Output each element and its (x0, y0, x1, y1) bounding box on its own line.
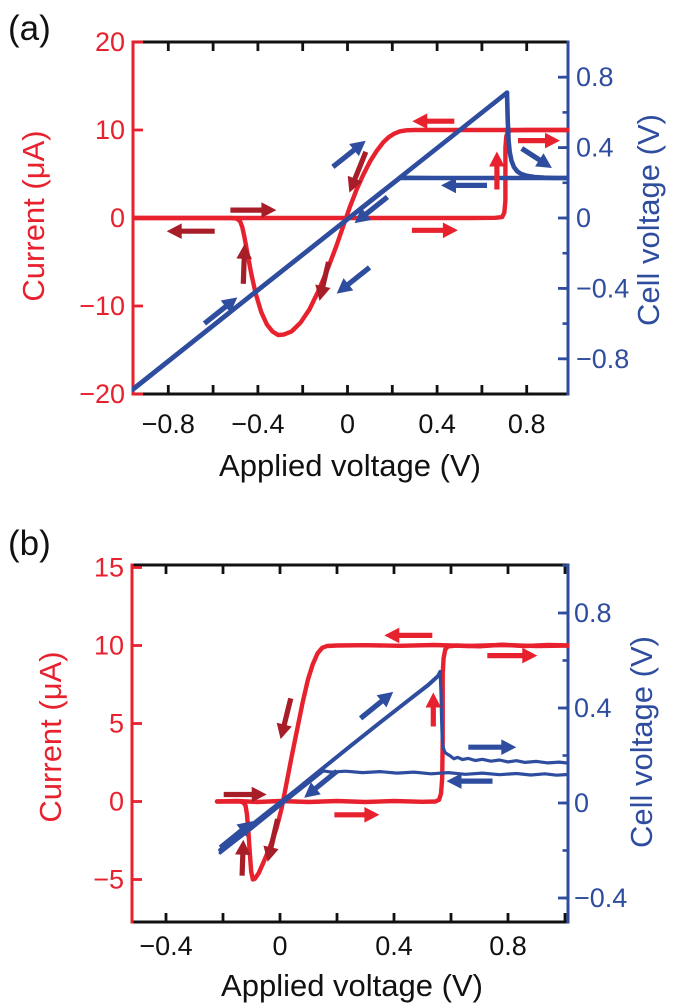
panel-a-sweep-arrow (336, 265, 372, 294)
panel-a-sweep-arrow (518, 132, 560, 149)
panel-a-right-tick-label: 0 (576, 203, 591, 233)
panel-a-xtick-label: −0.4 (231, 409, 284, 439)
panel-a-xtick-label: −0.8 (142, 409, 195, 439)
panel-b-sweep-arrow (218, 821, 254, 850)
panel-b-sweep-arrow (276, 697, 294, 740)
panel-b-sweep-arrow (358, 691, 394, 721)
panel-b-xtick-label: 0 (272, 931, 287, 961)
panel-a-sweep-arrow (166, 223, 215, 239)
panel-a-sweep-arrow (202, 297, 238, 326)
panel-a-sweep-arrow (331, 140, 366, 169)
panel-a-sweep-arrow (354, 194, 390, 224)
panel-a-xtick-label: 0 (340, 409, 355, 439)
panel-b-left-tick-label: 0 (109, 787, 124, 817)
panel-b-right-tick-label: 0 (574, 788, 589, 818)
panel-b-sweep-arrow (487, 647, 538, 664)
panel-b-tag: (b) (8, 524, 51, 563)
panel-b-current-curve (214, 642, 569, 805)
panel-b-xtick-label: −0.4 (139, 931, 192, 961)
panel-a-right-tick-label: −0.4 (576, 273, 629, 303)
panel-b-xtick-label: 0.4 (375, 931, 413, 961)
panel-b-xlabel: Applied voltage (V) (221, 968, 483, 1003)
panel-b-ylabel-right: Cell voltage (V) (624, 636, 659, 848)
panel-b-sweep-arrow (425, 692, 442, 727)
panel-b-cell-voltage-up-curve (218, 669, 443, 852)
panel-a-right-tick-label: −0.8 (576, 344, 629, 374)
panel-a-ylabel-left: Current (μA) (16, 130, 51, 301)
panel-a-left-tick-label: 20 (95, 27, 125, 57)
panel-b-sweep-arrow (468, 739, 517, 755)
panel-b-left-tick-label: −5 (93, 865, 124, 895)
panel-b-sweep-arrow (304, 769, 339, 798)
panel-a-cell-voltage-curve (132, 175, 569, 392)
panel-a: −0.8 −0.4 0 0.4 0.8 20 10 0 −10 −20 0.8 0.4 0 −0.4 −0.… (8, 9, 666, 483)
panel-a-tag: (a) (8, 9, 51, 48)
panel-a-sweep-arrow (315, 261, 332, 301)
panel-a-ylabel-right: Cell voltage (V) (631, 114, 666, 326)
panel-a-xtick-label: 0.8 (508, 409, 546, 439)
panel-b-sweep-arrow (334, 807, 380, 823)
panel-a-right-tick-label: 0.4 (576, 133, 614, 163)
panel-b-sweep-arrow (263, 818, 281, 862)
panel-b-sweep-arrow (235, 839, 251, 876)
panel-b-right-tick-label: −0.4 (574, 883, 627, 913)
panel-b-cell-voltage-noisy-curve (438, 670, 569, 765)
panel-b-current-curve (214, 642, 569, 882)
panel-a-sweep-arrow (412, 113, 455, 129)
panel-b-sweep-arrow (446, 773, 493, 789)
panel-a-right-tick-label: 0.8 (576, 62, 614, 92)
panel-b-left-tick-label: 5 (109, 709, 124, 739)
panel-b-left-tick-label: 10 (94, 631, 124, 661)
panel-b-right-tick-label: 0.8 (574, 598, 612, 628)
panel-b-sweep-arrow (384, 627, 433, 644)
panel-a-left-tick-label: 10 (95, 115, 125, 145)
panel-a-sweep-arrow (347, 150, 369, 193)
panel-b-cell-voltage-noisy-curve (218, 769, 569, 855)
panel-a-sweep-arrow (236, 243, 252, 284)
panel-a-sweep-arrow (441, 177, 487, 194)
panel-a-sweep-arrow (520, 146, 552, 169)
panel-a-sweep-arrow (489, 151, 505, 190)
panel-a-xlabel: Applied voltage (V) (219, 448, 481, 483)
panel-b-right-tick-label: 0.4 (574, 693, 612, 723)
panel-b-sweep-arrow (223, 786, 267, 803)
panel-b-xtick-label: 0.8 (489, 931, 527, 961)
panel-b-left-tick-label: 15 (94, 553, 124, 583)
panel-a-left-tick-label: 0 (110, 203, 125, 233)
panel-a-sweep-arrow (411, 222, 458, 239)
panel-a-left-tick-label: −20 (79, 379, 125, 409)
panel-a-current-curve (132, 127, 569, 338)
panel-a-sweep-arrow (230, 202, 277, 218)
panel-a-xtick-label: 0.4 (418, 409, 456, 439)
panel-b: −0.4 0 0.4 0.8 15 10 5 0 −5 0.8 0.4 0 −0.4 Applied vo… (8, 524, 659, 1003)
panel-a-left-tick-label: −10 (79, 291, 125, 321)
panel-b-ylabel-left: Current (μA) (33, 651, 68, 822)
